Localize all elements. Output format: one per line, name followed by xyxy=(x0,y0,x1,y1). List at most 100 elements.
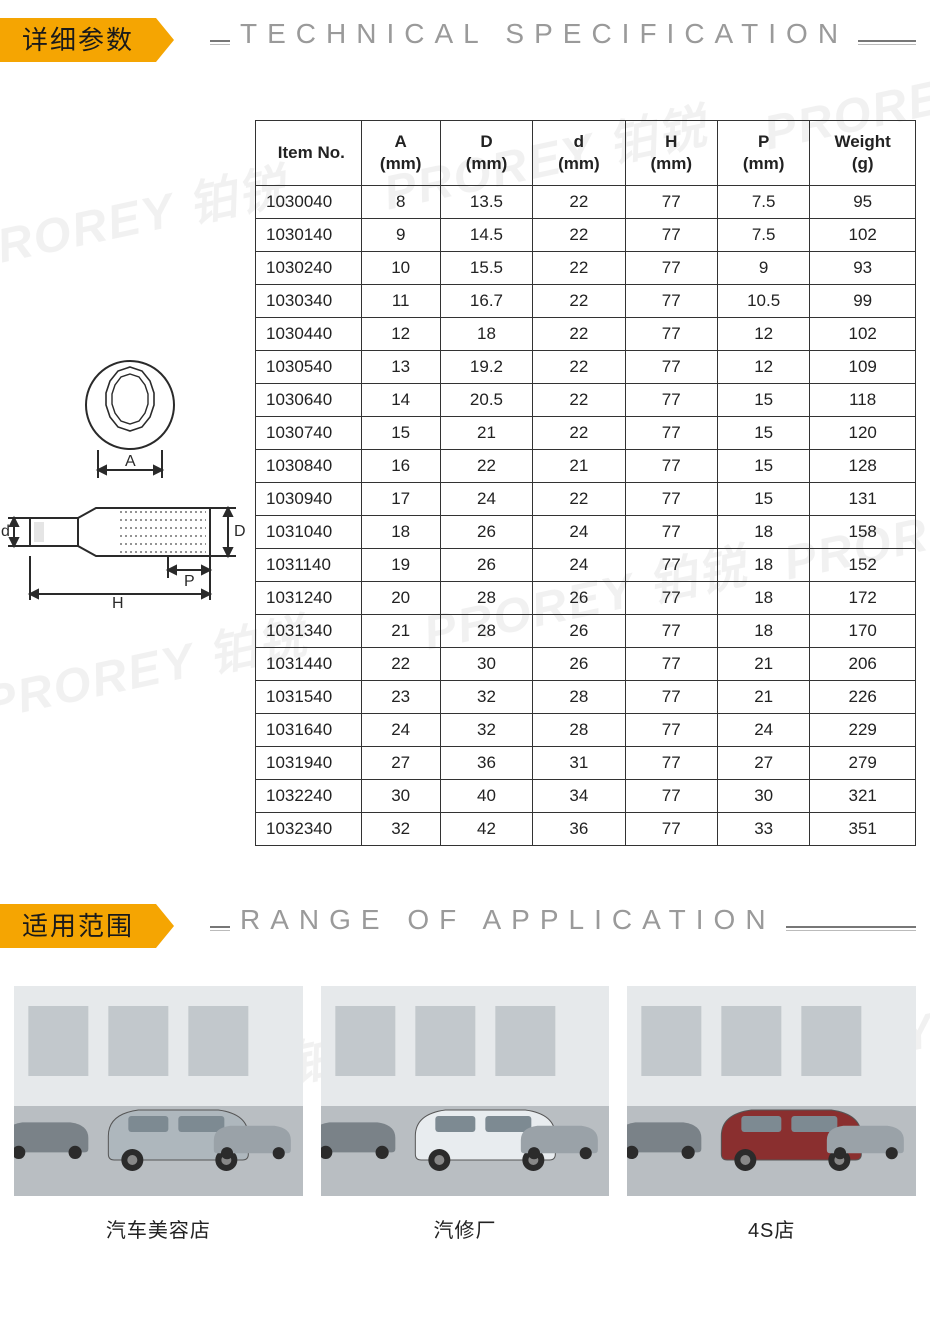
table-cell: 10.5 xyxy=(717,285,809,318)
table-cell: 1030140 xyxy=(256,219,362,252)
table-col-header: H(mm) xyxy=(625,121,717,186)
table-cell: 15 xyxy=(361,417,440,450)
table-cell: 9 xyxy=(717,252,809,285)
application-label: 汽车美容店 xyxy=(14,1214,303,1243)
header-title-range: RANGE OF APPLICATION xyxy=(230,904,786,936)
table-row: 1030040813.522777.595 xyxy=(256,186,916,219)
application-card: 汽修厂 xyxy=(321,986,610,1243)
table-cell: 22 xyxy=(533,219,625,252)
table-cell: 10 xyxy=(361,252,440,285)
table-cell: 1031140 xyxy=(256,549,362,582)
table-cell: 18 xyxy=(361,516,440,549)
table-cell: 77 xyxy=(625,813,717,846)
application-card: 4S店 xyxy=(627,986,916,1243)
table-cell: 19.2 xyxy=(440,351,532,384)
table-cell: 120 xyxy=(810,417,916,450)
table-col-header: A(mm) xyxy=(361,121,440,186)
table-cell: 22 xyxy=(440,450,532,483)
table-row: 10308401622217715128 xyxy=(256,450,916,483)
table-cell: 14 xyxy=(361,384,440,417)
application-image xyxy=(627,986,916,1196)
table-cell: 9 xyxy=(361,219,440,252)
table-cell: 17 xyxy=(361,483,440,516)
table-cell: 20 xyxy=(361,582,440,615)
table-row: 10315402332287721226 xyxy=(256,681,916,714)
table-cell: 22 xyxy=(533,252,625,285)
table-col-header: Weight(g) xyxy=(810,121,916,186)
table-cell: 131 xyxy=(810,483,916,516)
dim-P: P xyxy=(184,573,195,590)
table-cell: 36 xyxy=(533,813,625,846)
table-cell: 30 xyxy=(361,780,440,813)
table-row: 1030140914.522777.5102 xyxy=(256,219,916,252)
table-cell: 1030040 xyxy=(256,186,362,219)
table-cell: 77 xyxy=(625,285,717,318)
table-cell: 118 xyxy=(810,384,916,417)
table-cell: 77 xyxy=(625,384,717,417)
table-cell: 321 xyxy=(810,780,916,813)
table-cell: 27 xyxy=(717,747,809,780)
table-cell: 32 xyxy=(361,813,440,846)
table-cell: 99 xyxy=(810,285,916,318)
table-cell: 26 xyxy=(440,516,532,549)
table-cell: 102 xyxy=(810,219,916,252)
table-row: 10302401015.52277993 xyxy=(256,252,916,285)
table-cell: 1032240 xyxy=(256,780,362,813)
application-card: 汽车美容店 xyxy=(14,986,303,1243)
table-cell: 172 xyxy=(810,582,916,615)
table-cell: 1032340 xyxy=(256,813,362,846)
table-cell: 26 xyxy=(440,549,532,582)
table-cell: 77 xyxy=(625,747,717,780)
table-cell: 28 xyxy=(440,615,532,648)
table-cell: 21 xyxy=(717,681,809,714)
header-title-spec: TECHNICAL SPECIFICATION xyxy=(230,18,858,50)
table-row: 10309401724227715131 xyxy=(256,483,916,516)
table-cell: 26 xyxy=(533,615,625,648)
table-cell: 1031340 xyxy=(256,615,362,648)
table-cell: 30 xyxy=(717,780,809,813)
socket-diagram: A d D P H xyxy=(0,350,250,610)
table-row: 10322403040347730321 xyxy=(256,780,916,813)
table-cell: 15.5 xyxy=(440,252,532,285)
table-body: 1030040813.522777.5951030140914.522777.5… xyxy=(256,186,916,846)
table-cell: 1031240 xyxy=(256,582,362,615)
table-cell: 12 xyxy=(717,351,809,384)
table-row: 10306401420.5227715118 xyxy=(256,384,916,417)
table-cell: 18 xyxy=(717,516,809,549)
table-cell: 16.7 xyxy=(440,285,532,318)
table-cell: 8 xyxy=(361,186,440,219)
table-cell: 7.5 xyxy=(717,219,809,252)
application-label: 4S店 xyxy=(627,1214,916,1243)
table-cell: 22 xyxy=(533,186,625,219)
table-cell: 77 xyxy=(625,648,717,681)
table-cell: 1031940 xyxy=(256,747,362,780)
table-cell: 22 xyxy=(533,351,625,384)
table-cell: 128 xyxy=(810,450,916,483)
table-cell: 170 xyxy=(810,615,916,648)
table-cell: 226 xyxy=(810,681,916,714)
table-cell: 77 xyxy=(625,351,717,384)
table-cell: 77 xyxy=(625,483,717,516)
table-cell: 77 xyxy=(625,615,717,648)
table-cell: 152 xyxy=(810,549,916,582)
table-cell: 36 xyxy=(440,747,532,780)
table-cell: 77 xyxy=(625,252,717,285)
table-row: 10311401926247718152 xyxy=(256,549,916,582)
table-cell: 18 xyxy=(717,615,809,648)
table-cell: 22 xyxy=(361,648,440,681)
table-cell: 23 xyxy=(361,681,440,714)
table-row: 10316402432287724229 xyxy=(256,714,916,747)
table-cell: 1030540 xyxy=(256,351,362,384)
table-col-header: P(mm) xyxy=(717,121,809,186)
table-cell: 77 xyxy=(625,450,717,483)
table-cell: 40 xyxy=(440,780,532,813)
table-row: 10314402230267721206 xyxy=(256,648,916,681)
table-cell: 77 xyxy=(625,219,717,252)
table-row: 10304401218227712102 xyxy=(256,318,916,351)
table-cell: 95 xyxy=(810,186,916,219)
table-cell: 102 xyxy=(810,318,916,351)
table-cell: 109 xyxy=(810,351,916,384)
table-cell: 22 xyxy=(533,483,625,516)
table-col-header: Item No. xyxy=(256,121,362,186)
badge-spec-text: 详细参数 xyxy=(0,18,156,62)
